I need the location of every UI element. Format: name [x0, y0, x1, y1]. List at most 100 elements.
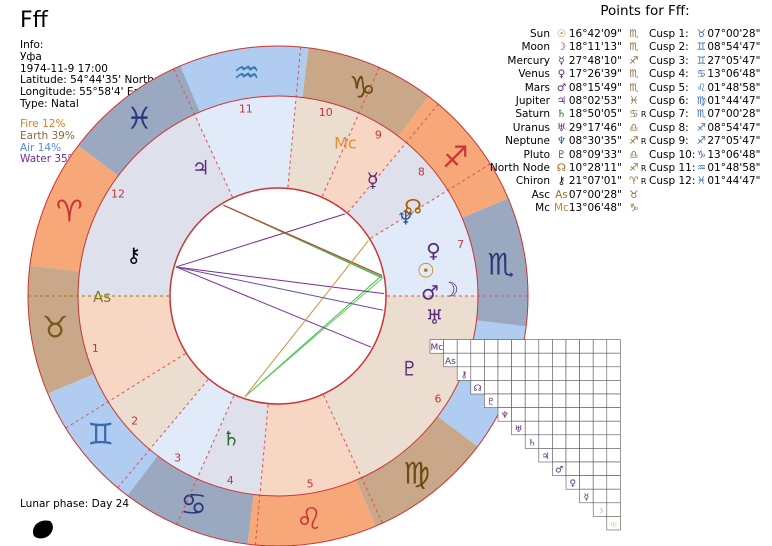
cusp-position: 07°00'28" — [707, 108, 761, 121]
planet-position: 18°50'05" — [568, 108, 622, 121]
planet-name: Jupiter — [515, 95, 550, 108]
cusp-label: Cusp 10: — [649, 148, 696, 161]
house-sector — [194, 95, 297, 198]
element-air: Air 14% — [20, 141, 62, 154]
sign-glyph-icon: ♐ — [696, 135, 707, 148]
sign-glyph-icon: ♉ — [696, 28, 707, 40]
zodiac-sign-icon: ♌ — [296, 502, 323, 537]
planet-position: 18°11'13" — [568, 41, 622, 54]
planet-glyph-icon: ♀ — [557, 68, 566, 81]
planet-name: Moon — [521, 41, 550, 54]
cusp-row: Cusp 4: ♋ 13°06'48" — [649, 68, 760, 81]
cusp-row: Cusp 6: ♍ 01°44'47" — [649, 95, 760, 108]
planet-name: Mars — [524, 81, 550, 94]
sign-glyph-icon: ♏ — [629, 68, 639, 81]
points-title: Points for Fff: — [600, 3, 690, 19]
planet-row: Mars ♂ 08°15'49" ♏ — [470, 82, 651, 95]
planet-row: Uranus ♅ 29°17'46" ♎ — [470, 122, 651, 135]
cusp-label: Cusp 8: — [649, 121, 689, 134]
planet-name: Saturn — [515, 108, 550, 121]
sign-glyph-icon: ♓ — [629, 95, 639, 108]
zodiac-sign-icon: ♓ — [126, 102, 153, 137]
house-sector — [369, 190, 478, 296]
info-longitude: Longitude: 55°58'4' East — [20, 86, 150, 99]
cusp-position: 27°05'47" — [707, 54, 761, 67]
cusp-position: 13°06'48" — [707, 148, 761, 161]
aspect-line — [175, 213, 346, 268]
planet-name: Mercury — [507, 54, 550, 67]
house-number: 11 — [239, 103, 253, 116]
planet-name: Uranus — [512, 121, 550, 134]
cusp-row: Cusp 1: ♉ 07°00'28" — [649, 28, 760, 41]
lunar-phase-icon — [32, 520, 53, 539]
sign-glyph-icon: ♑ — [696, 148, 707, 161]
planet-glyph-icon: ♆ — [556, 135, 567, 148]
house-sector — [259, 394, 362, 496]
planet-glyph-icon: ☊ — [404, 195, 422, 219]
planet-glyph-icon: ⚷ — [126, 243, 141, 267]
house-number: 9 — [375, 129, 382, 142]
sign-glyph-icon: ♍ — [696, 95, 707, 108]
planet-position: 17°26'39" — [568, 68, 622, 81]
retrograde-flag — [641, 189, 651, 202]
planet-positions-table: Sun ☉ 16°42'09" ♏ Moon ☽ 18°11'13" ♏ Mercury ☿ 27°… — [470, 28, 651, 216]
house-number: 7 — [457, 238, 464, 251]
house-sector — [108, 353, 209, 450]
planet-glyph-icon: ♇ — [400, 356, 418, 380]
cusp-row: Cusp 8: ♐ 08°54'47" — [649, 122, 760, 135]
house-sector — [149, 378, 235, 479]
planet-glyph-icon: ♃ — [192, 155, 210, 179]
cusp-position: 01°48'58" — [707, 162, 761, 175]
cusp-label: Cusp 4: — [649, 68, 689, 81]
cusp-label: Cusp 1: — [649, 28, 689, 40]
planet-glyph-icon: ♄ — [556, 108, 567, 121]
house-sector — [196, 394, 269, 496]
zodiac-sign-icon: ♏ — [487, 248, 514, 283]
sign-sector — [29, 145, 119, 272]
sign-glyph-icon: ♐ — [696, 121, 707, 134]
planet-row: Mc Mc 13°06'48" ♑ — [470, 202, 651, 215]
cusp-label: Cusp 2: — [649, 41, 689, 54]
lunar-phase-label: Lunar phase: Day 24 — [20, 498, 130, 510]
cusp-label: Cusp 7: — [649, 108, 689, 121]
planet-position: 27°48'10" — [568, 54, 622, 67]
planet-glyph-icon: ☿ — [558, 54, 565, 67]
planet-glyph-icon: ⚷ — [557, 175, 566, 188]
sign-glyph-icon: ♏ — [629, 81, 639, 94]
element-earth: Earth 39% — [20, 129, 75, 142]
planet-row: Venus ♀ 17°26'39" ♏ — [470, 68, 651, 81]
planet-position: 13°06'48" — [568, 202, 622, 215]
planet-glyph-icon: ♃ — [556, 95, 567, 108]
planet-glyph-icon: ☊ — [556, 162, 567, 175]
element-water: Water 35% — [20, 153, 78, 166]
cusp-label: Cusp 6: — [649, 95, 689, 108]
cusp-label: Cusp 12: — [649, 175, 696, 188]
aspect-line — [175, 266, 372, 348]
planet-row: Saturn ♄ 18°50'05" ♋ R — [470, 108, 651, 121]
planet-glyph-icon: ♇ — [556, 148, 567, 161]
zodiac-sign-icon: ♋ — [180, 488, 207, 523]
sign-sector — [462, 198, 529, 327]
house-sector — [78, 296, 187, 402]
planet-glyph-icon: ♂ — [421, 281, 439, 305]
retrograde-flag: R — [640, 177, 647, 187]
info-latitude: Latitude: 54°44'35' North — [20, 74, 154, 87]
sign-glyph-icon: ♐ — [629, 54, 639, 67]
cusp-row: Cusp 11: ♒ 01°48'58" — [649, 162, 760, 175]
sign-sector — [47, 374, 158, 496]
cusp-row: Cusp 3: ♊ 27°05'47" — [649, 55, 760, 68]
cusp-row: Cusp 12: ♓ 01°44'47" — [649, 175, 760, 188]
house-number: 1 — [92, 342, 99, 355]
sign-glyph-icon: ♎ — [629, 148, 639, 161]
planet-glyph-icon: ☉ — [417, 259, 435, 283]
cusp-label: Cusp 9: — [649, 135, 689, 148]
chart-title: Fff — [20, 8, 48, 33]
zodiac-sign-icon: ♐ — [442, 140, 469, 175]
planet-row: Sun ☉ 16°42'09" ♏ — [470, 28, 651, 41]
sign-sector — [398, 96, 509, 218]
sign-sector — [127, 455, 254, 545]
sign-glyph-icon: ♓ — [696, 175, 707, 188]
planet-name: Venus — [518, 68, 550, 81]
planet-position: 08°30'35" — [568, 135, 622, 148]
cusp-position: 07°00'28" — [707, 28, 761, 40]
